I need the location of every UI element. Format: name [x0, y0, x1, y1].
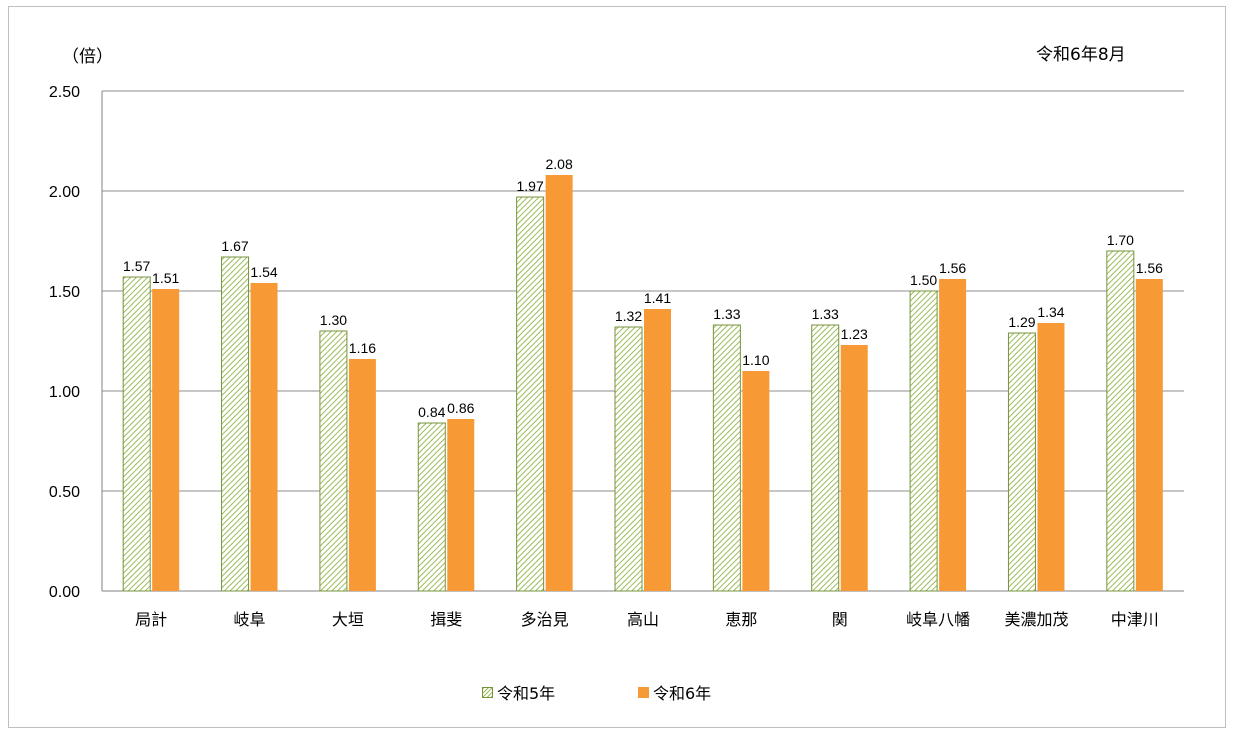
bar-reiwa6 — [1037, 323, 1065, 591]
x-category-label: 中津川 — [1111, 610, 1159, 629]
legend-label-reiwa6: 令和6年 — [653, 684, 712, 703]
data-label: 1.70 — [1107, 232, 1134, 248]
x-category-label: 揖斐 — [430, 610, 462, 629]
chart-frame — [8, 6, 1226, 728]
data-label: 1.16 — [349, 340, 376, 356]
bar-reiwa5 — [516, 196, 545, 592]
x-category-label: 多治見 — [521, 610, 569, 629]
legend: 令和5年 令和6年 — [0, 680, 1234, 704]
y-unit-label: （倍） — [62, 47, 113, 67]
data-label: 1.30 — [320, 312, 347, 328]
x-category-label: 関 — [832, 610, 848, 629]
data-label: 1.10 — [742, 352, 769, 368]
bar-reiwa6 — [348, 359, 376, 591]
data-label: 0.86 — [447, 400, 474, 416]
bar-reiwa5 — [1106, 250, 1135, 592]
data-label: 1.56 — [939, 260, 966, 276]
bar-reiwa6 — [939, 279, 967, 591]
data-label: 1.97 — [517, 178, 544, 194]
bar-reiwa6 — [840, 345, 868, 591]
bars — [122, 175, 1163, 592]
y-tick-label: 0.50 — [49, 484, 80, 501]
bar-reiwa5 — [122, 276, 151, 592]
data-label: 1.67 — [221, 238, 248, 254]
gridlines — [101, 90, 1184, 592]
bar-reiwa6 — [1135, 279, 1163, 591]
x-category-label: 美濃加茂 — [1004, 610, 1068, 629]
legend-swatch-hatched — [482, 686, 493, 698]
bar-reiwa5 — [1007, 332, 1036, 592]
data-label: 1.54 — [250, 264, 277, 280]
data-label: 1.33 — [812, 306, 839, 322]
legend-item-reiwa5: 令和5年 — [482, 680, 555, 704]
bar-reiwa6 — [545, 175, 573, 591]
legend-swatch-solid — [638, 686, 649, 698]
x-axis-categories: 局計 岐阜 大垣 揖斐 多治見 高山 恵那 関 岐阜八幡 美濃加茂 中津川 — [135, 610, 1159, 629]
bar-reiwa6 — [742, 371, 770, 591]
y-tick-label: 1.50 — [49, 284, 80, 301]
data-label: 1.23 — [841, 326, 868, 342]
bar-reiwa5 — [909, 290, 938, 592]
y-tick-label: 0.00 — [49, 584, 80, 601]
data-label: 1.57 — [123, 258, 150, 274]
data-label: 1.29 — [1008, 314, 1035, 330]
y-axis-ticks: 0.00 0.50 1.00 1.50 2.00 2.50 — [49, 84, 80, 601]
data-label: 2.08 — [546, 156, 573, 172]
data-label: 1.33 — [713, 306, 740, 322]
x-category-label: 高山 — [627, 610, 659, 629]
bar-reiwa5 — [614, 326, 643, 592]
data-labels: 1.571.51 1.671.54 1.301.16 0.84 0.86 1.972.08… — [123, 156, 1163, 420]
data-label: 1.56 — [1136, 260, 1163, 276]
x-category-label: 大垣 — [332, 610, 364, 629]
data-label: 1.50 — [910, 272, 937, 288]
y-tick-label: 1.00 — [49, 384, 80, 401]
legend-item-reiwa6: 令和6年 — [638, 680, 711, 704]
data-label: 1.41 — [644, 290, 671, 306]
data-label: 1.34 — [1037, 304, 1064, 320]
data-label: 1.51 — [152, 270, 179, 286]
bar-reiwa5 — [417, 422, 446, 592]
bar-reiwa6 — [447, 419, 475, 591]
y-tick-label: 2.50 — [49, 84, 80, 101]
x-category-label: 恵那 — [725, 610, 757, 629]
y-tick-label: 2.00 — [49, 184, 80, 201]
bar-reiwa5 — [319, 330, 348, 592]
x-category-label: 岐阜八幡 — [906, 610, 970, 629]
bar-reiwa6 — [644, 309, 671, 591]
legend-label-reiwa5: 令和5年 — [497, 684, 556, 703]
bar-reiwa6 — [152, 289, 180, 591]
data-label: 1.32 — [615, 308, 642, 324]
bar-reiwa6 — [250, 283, 278, 591]
x-category-label: 局計 — [135, 610, 167, 629]
bar-reiwa5 — [811, 324, 840, 592]
bar-reiwa5 — [712, 324, 741, 592]
bar-reiwa5 — [221, 256, 250, 592]
date-label: 令和6年8月 — [1036, 45, 1126, 65]
x-category-label: 岐阜 — [234, 610, 266, 629]
data-label: 0.84 — [418, 404, 445, 420]
